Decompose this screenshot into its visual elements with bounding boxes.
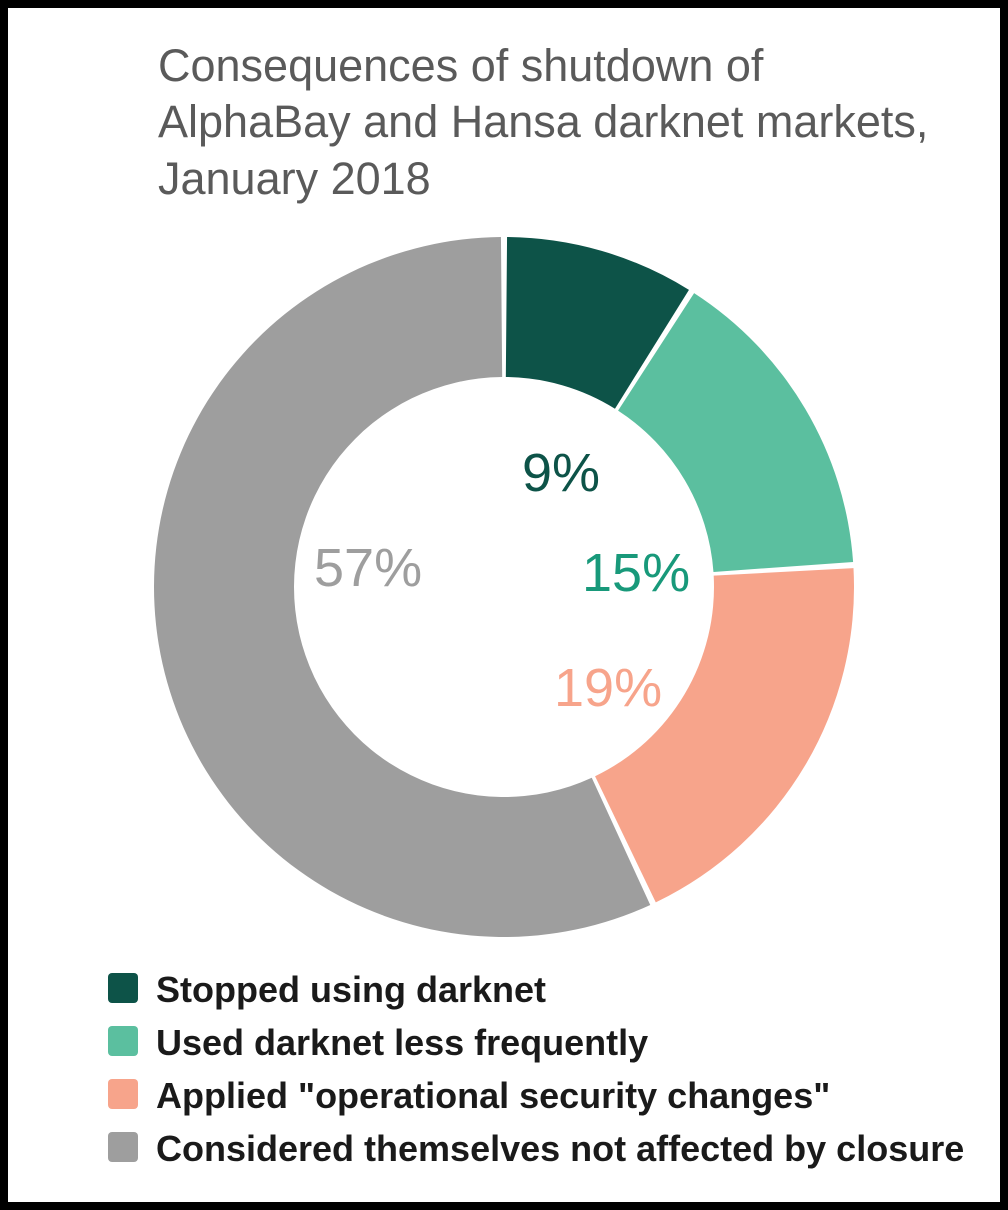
legend-label: Stopped using darknet <box>156 967 546 1012</box>
legend-label: Used darknet less frequently <box>156 1020 648 1065</box>
slice-label-stopped: 9% <box>522 442 600 504</box>
legend-swatch <box>108 1079 138 1109</box>
donut-slice-opsec <box>595 568 854 902</box>
chart-title: Consequences of shutdown of AlphaBay and… <box>158 38 938 207</box>
legend-swatch <box>108 973 138 1003</box>
slice-label-opsec: 19% <box>554 657 662 719</box>
chart-legend: Stopped using darknet Used darknet less f… <box>108 967 970 1171</box>
legend-swatch <box>108 1026 138 1056</box>
legend-swatch <box>108 1132 138 1162</box>
legend-item-stopped: Stopped using darknet <box>108 967 970 1012</box>
legend-label: Applied "operational security changes" <box>156 1073 830 1118</box>
legend-label: Considered themselves not affected by cl… <box>156 1126 964 1171</box>
slice-label-not_affected: 57% <box>314 537 422 599</box>
donut-chart: 9% 15% 19% 57% <box>154 237 854 937</box>
donut-svg <box>154 237 854 937</box>
legend-item-opsec: Applied "operational security changes" <box>108 1073 970 1118</box>
legend-item-not_affected: Considered themselves not affected by cl… <box>108 1126 970 1171</box>
chart-card: Consequences of shutdown of AlphaBay and… <box>0 0 1008 1210</box>
slice-label-less_freq: 15% <box>582 542 690 604</box>
legend-item-less_freq: Used darknet less frequently <box>108 1020 970 1065</box>
